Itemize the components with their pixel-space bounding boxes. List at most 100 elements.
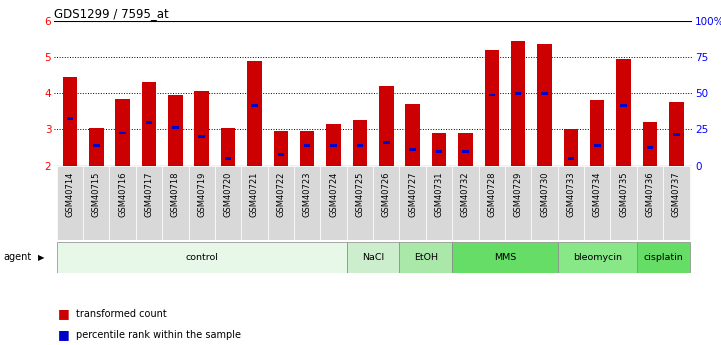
Text: GSM40727: GSM40727 xyxy=(408,171,417,217)
Text: percentile rank within the sample: percentile rank within the sample xyxy=(76,330,241,339)
Bar xyxy=(564,129,578,166)
Text: GSM40736: GSM40736 xyxy=(645,171,655,217)
Bar xyxy=(251,105,257,107)
Bar xyxy=(115,99,130,166)
Bar xyxy=(353,120,367,166)
Text: NaCl: NaCl xyxy=(362,253,384,262)
Bar xyxy=(195,91,209,166)
Bar xyxy=(347,166,373,240)
Text: EtOH: EtOH xyxy=(414,253,438,262)
Bar xyxy=(531,166,557,240)
Bar xyxy=(198,135,205,138)
Text: GSM40728: GSM40728 xyxy=(487,171,496,217)
Bar xyxy=(616,59,631,166)
Bar xyxy=(89,128,104,166)
Bar xyxy=(647,146,653,149)
Bar xyxy=(66,117,73,120)
Text: control: control xyxy=(185,253,218,262)
Text: GSM40720: GSM40720 xyxy=(224,171,233,217)
Bar xyxy=(330,144,337,147)
Bar xyxy=(485,50,499,166)
Bar xyxy=(399,241,452,273)
Bar xyxy=(57,166,83,240)
Text: GSM40724: GSM40724 xyxy=(329,171,338,217)
Bar xyxy=(541,92,548,95)
Bar xyxy=(110,166,136,240)
Text: bleomycin: bleomycin xyxy=(572,253,622,262)
Bar xyxy=(426,166,452,240)
Bar xyxy=(320,166,347,240)
Text: GSM40722: GSM40722 xyxy=(276,171,286,217)
Bar xyxy=(452,166,479,240)
Bar xyxy=(383,141,389,144)
Text: GSM40714: GSM40714 xyxy=(66,171,74,217)
Text: GSM40726: GSM40726 xyxy=(382,171,391,217)
Bar xyxy=(673,134,680,136)
Bar xyxy=(405,104,420,166)
Bar xyxy=(300,131,314,166)
Text: GSM40729: GSM40729 xyxy=(513,171,523,217)
Text: GSM40725: GSM40725 xyxy=(355,171,364,217)
Bar xyxy=(120,131,126,135)
Bar xyxy=(294,166,320,240)
Bar xyxy=(594,144,601,147)
Text: GSM40735: GSM40735 xyxy=(619,171,628,217)
Bar xyxy=(567,157,574,160)
Text: transformed count: transformed count xyxy=(76,309,167,319)
Bar xyxy=(63,77,77,166)
Bar xyxy=(379,86,394,166)
Bar xyxy=(432,133,446,166)
Bar xyxy=(479,166,505,240)
Text: GSM40723: GSM40723 xyxy=(303,171,311,217)
Bar xyxy=(172,126,179,129)
Bar xyxy=(663,166,689,240)
Bar xyxy=(146,121,152,124)
Bar xyxy=(93,144,99,147)
Bar xyxy=(225,157,231,160)
Bar xyxy=(462,150,469,152)
Bar xyxy=(489,93,495,96)
Bar xyxy=(637,166,663,240)
Bar xyxy=(189,166,215,240)
Text: ■: ■ xyxy=(58,307,69,321)
Bar xyxy=(637,241,689,273)
Bar xyxy=(57,241,347,273)
Bar xyxy=(162,166,189,240)
Text: GSM40734: GSM40734 xyxy=(593,171,602,217)
Text: GDS1299 / 7595_at: GDS1299 / 7595_at xyxy=(54,7,169,20)
Bar xyxy=(168,95,182,166)
Bar xyxy=(611,166,637,240)
Bar xyxy=(590,100,604,166)
Bar xyxy=(620,105,627,107)
Text: GSM40731: GSM40731 xyxy=(435,171,443,217)
Bar xyxy=(221,128,235,166)
Text: GSM40715: GSM40715 xyxy=(92,171,101,217)
Bar xyxy=(458,133,473,166)
Bar xyxy=(304,144,311,147)
Bar xyxy=(642,122,658,166)
Bar xyxy=(584,166,611,240)
Bar xyxy=(511,41,526,166)
Text: GSM40717: GSM40717 xyxy=(144,171,154,217)
Bar xyxy=(278,153,284,156)
Bar xyxy=(267,166,294,240)
Bar xyxy=(557,166,584,240)
Bar xyxy=(373,166,399,240)
Bar xyxy=(410,148,416,151)
Text: GSM40730: GSM40730 xyxy=(540,171,549,217)
Bar xyxy=(327,124,341,166)
Bar xyxy=(505,166,531,240)
Bar xyxy=(215,166,242,240)
Text: GSM40719: GSM40719 xyxy=(198,171,206,217)
Text: GSM40732: GSM40732 xyxy=(461,171,470,217)
Bar xyxy=(347,241,399,273)
Bar xyxy=(557,241,637,273)
Bar xyxy=(515,92,521,95)
Text: GSM40716: GSM40716 xyxy=(118,171,127,217)
Bar xyxy=(669,102,684,166)
Bar xyxy=(142,82,156,166)
Bar xyxy=(435,150,442,152)
Bar xyxy=(136,166,162,240)
Bar xyxy=(242,166,267,240)
Text: GSM40718: GSM40718 xyxy=(171,171,180,217)
